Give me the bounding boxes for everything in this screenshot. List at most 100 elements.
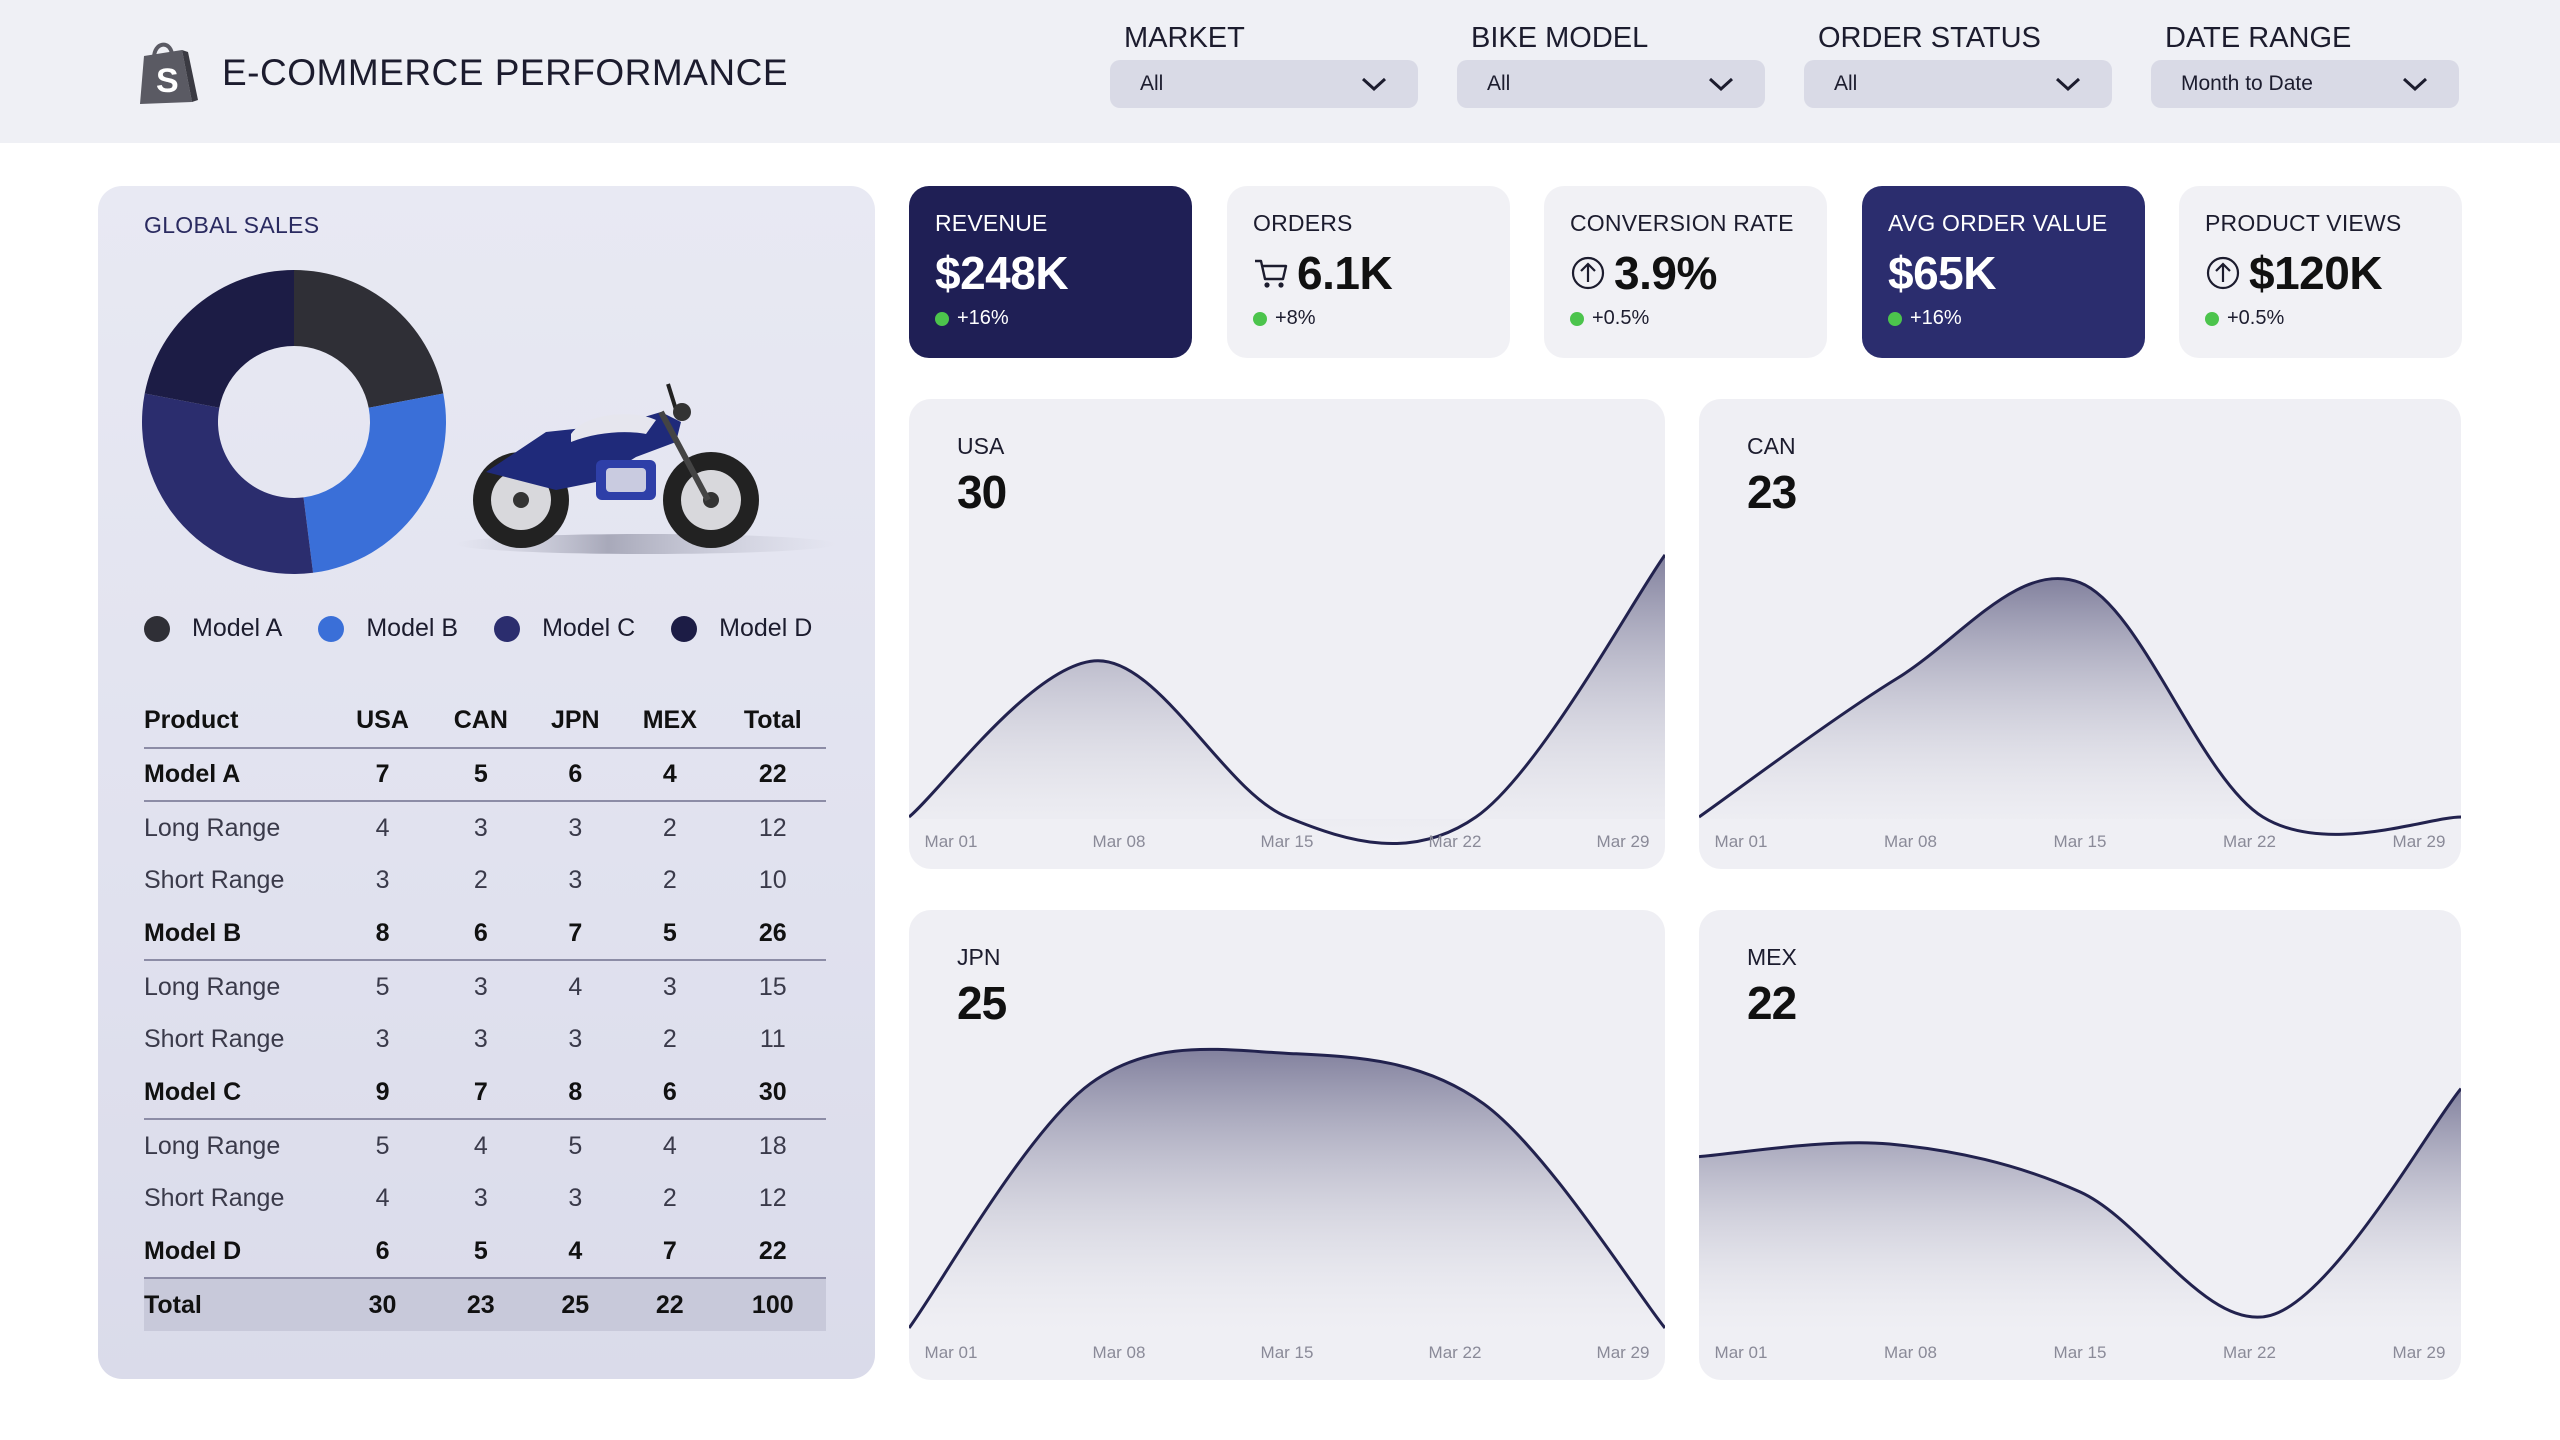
market-filter-label: MARKET <box>1124 22 1245 54</box>
value-cell: 3 <box>662 972 677 1001</box>
column-header: Total <box>719 694 826 749</box>
chart-title: USA <box>957 433 1005 459</box>
legend-item: Model B <box>318 614 458 643</box>
value-cell: 7 <box>619 1225 720 1279</box>
value-cell: 6 <box>431 907 531 961</box>
date-range-select[interactable]: Month to Date <box>2151 60 2459 108</box>
conversion-rate-kpi-card: CONVERSION RATE 3.9% +0.5% <box>1544 186 1827 358</box>
motorcycle-image <box>456 383 836 554</box>
date-range-filter-label: DATE RANGE <box>2165 22 2352 54</box>
mex-chart-card: Mar 01 Mar 08 Mar 15 Mar 22 Mar 29 MEX 22 <box>1699 910 2461 1380</box>
top-bar: S E-COMMERCE PERFORMANCE MARKET All BIKE… <box>0 0 2560 143</box>
kpi-delta-text: +0.5% <box>2227 307 2285 329</box>
x-tick-label: Mar 29 <box>1597 1343 1650 1362</box>
kpi-delta: +16% <box>1888 307 2119 330</box>
value-cell: 4 <box>619 748 720 802</box>
avg-order-value-kpi-card: AVG ORDER VALUE $65K +16% <box>1862 186 2145 358</box>
value-cell: 100 <box>719 1278 826 1331</box>
value-cell: 22 <box>619 1278 720 1331</box>
value-cell: 12 <box>758 1184 787 1212</box>
legend-item: Model C <box>494 614 635 643</box>
chart-value: 25 <box>957 977 1007 1029</box>
series-line <box>909 554 1665 845</box>
value-cell: 3 <box>473 813 488 842</box>
market-select[interactable]: All <box>1110 60 1418 108</box>
chart-title: MEX <box>1747 944 1797 970</box>
value-cell: 10 <box>758 866 787 894</box>
value-cell: 8 <box>530 1066 620 1120</box>
legend-swatch <box>318 615 345 642</box>
product-cell: Total <box>144 1278 334 1331</box>
table-total-row: Total 30 23 25 22 100 <box>144 1278 826 1331</box>
market-filter: MARKET All <box>1110 18 1418 108</box>
x-tick-label: Mar 29 <box>2393 1343 2446 1362</box>
product-cell: Model D <box>144 1225 334 1279</box>
value-cell: 3 <box>375 866 390 894</box>
value-cell: 30 <box>719 1066 826 1120</box>
value-cell: 12 <box>758 813 787 842</box>
value-cell: 23 <box>431 1278 531 1331</box>
x-tick-label: Mar 01 <box>925 1343 978 1362</box>
value-cell: 4 <box>375 813 390 842</box>
table-row: Long Range 5 4 5 4 18 <box>144 1119 826 1172</box>
value-cell: 3 <box>473 1184 488 1212</box>
kpi-delta-text: +0.5% <box>1592 307 1650 329</box>
area-fill <box>909 1049 1665 1330</box>
jpn-chart-card: Mar 01 Mar 08 Mar 15 Mar 22 Mar 29 JPN 25 <box>909 910 1665 1380</box>
order-status-select[interactable]: All <box>1804 60 2112 108</box>
x-tick-label: Mar 08 <box>1093 832 1146 851</box>
kpi-label: ORDERS <box>1253 210 1353 236</box>
usa-chart-card: Mar 01 Mar 08 Mar 15 Mar 22 Mar 29 USA 30 <box>909 399 1665 869</box>
x-tick-label: Mar 08 <box>1884 832 1937 851</box>
column-header: MEX <box>619 694 720 749</box>
column-header: USA <box>334 694 432 749</box>
status-dot <box>1570 311 1584 326</box>
value-cell: 5 <box>619 907 720 961</box>
product-cell: Long Range <box>144 813 281 842</box>
orders-kpi-card: ORDERS 6.1K +8% <box>1227 186 1510 358</box>
x-tick-label: Mar 15 <box>2054 832 2107 851</box>
kpi-delta-text: +16% <box>1910 307 1962 329</box>
value-cell: 7 <box>530 907 620 961</box>
legend-label: Model A <box>192 614 283 642</box>
value-cell: 2 <box>662 866 677 894</box>
value-cell: 4 <box>473 1131 488 1160</box>
donut-slice <box>294 270 444 408</box>
value-cell: 6 <box>334 1225 432 1279</box>
bike-model-select[interactable]: All <box>1457 60 1765 108</box>
date-range-select-value: Month to Date <box>2181 72 2313 95</box>
value-cell: 4 <box>530 1225 620 1279</box>
usa-area-chart: Mar 01 Mar 08 Mar 15 Mar 22 Mar 29 <box>909 554 1665 851</box>
value-cell: 3 <box>568 866 583 894</box>
value-cell: 6 <box>619 1066 720 1120</box>
x-tick-label: Mar 15 <box>2054 1343 2107 1362</box>
kpi-value: 3.9% <box>1614 247 1717 299</box>
value-cell: 2 <box>662 1184 677 1212</box>
value-cell: 6 <box>530 748 620 802</box>
svg-text:S: S <box>156 62 179 100</box>
value-cell: 4 <box>568 972 583 1001</box>
value-cell: 3 <box>473 972 488 1001</box>
kpi-delta: +16% <box>935 307 1166 330</box>
kpi-delta: +0.5% <box>2205 307 2436 330</box>
x-tick-label: Mar 15 <box>1261 1343 1314 1362</box>
kpi-value: $65K <box>1888 247 1996 299</box>
kpi-label: CONVERSION RATE <box>1570 210 1794 236</box>
value-cell: 2 <box>473 866 488 894</box>
product-cell: Model A <box>144 748 334 802</box>
kpi-value-row: 6.1K <box>1253 247 1484 299</box>
chevron-down-icon <box>2055 77 2081 92</box>
kpi-value: 6.1K <box>1297 247 1393 299</box>
donut-slice <box>144 270 294 408</box>
value-cell: 18 <box>758 1131 787 1160</box>
area-fill <box>1699 1088 2461 1330</box>
value-cell: 3 <box>568 813 583 842</box>
legend-item: Model D <box>671 614 812 643</box>
value-cell: 2 <box>662 1025 677 1053</box>
product-cell: Short Range <box>144 866 285 894</box>
global-sales-donut-chart <box>142 270 446 574</box>
date-range-filter: DATE RANGE Month to Date <box>2151 18 2459 108</box>
area-fill <box>909 554 1665 844</box>
x-tick-label: Mar 01 <box>1715 1343 1768 1362</box>
